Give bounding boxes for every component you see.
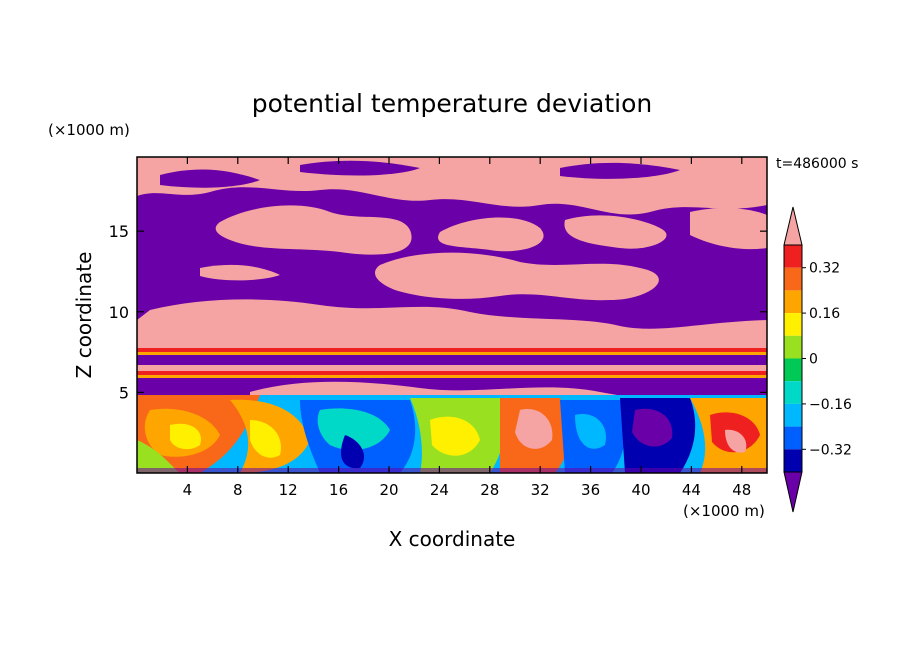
colorbar-swatch (784, 245, 802, 268)
y-axis-label: Z coordinate (72, 252, 96, 379)
colorbar: 0.32 0.16 0 −0.16 −0.32 (783, 206, 852, 513)
x-tick-label: 32 (531, 481, 550, 499)
colorbar-tick-label: −0.32 (809, 442, 852, 458)
chart-title: potential temperature deviation (252, 89, 652, 118)
colorbar-swatch (784, 290, 802, 314)
y-unit-label: (×1000 m) (48, 121, 130, 139)
x-tick-label: 20 (379, 481, 398, 499)
colorbar-extend-top (783, 206, 803, 246)
x-tick-label: 8 (233, 481, 243, 499)
colorbar-swatch (784, 267, 802, 291)
x-unit-label: (×1000 m) (683, 502, 765, 520)
x-tick-label: 28 (480, 481, 499, 499)
colorbar-swatch (784, 313, 802, 336)
x-tick-label: 16 (329, 481, 348, 499)
colorbar-swatch (784, 335, 802, 359)
colorbar-tick-label: 0.32 (809, 261, 840, 277)
colorbar-tick-label: −0.16 (809, 397, 852, 413)
x-tick-label: 12 (279, 481, 298, 499)
y-tick-label: 10 (109, 303, 129, 322)
colorbar-swatch (784, 358, 802, 382)
x-tick-label: 40 (631, 481, 650, 499)
colorbar-swatch (784, 426, 802, 450)
colorbar-tick-label: 0.16 (809, 306, 840, 322)
x-tick-label: 44 (682, 481, 701, 499)
colorbar-swatch (784, 381, 802, 404)
x-axis-label: X coordinate (389, 527, 516, 551)
colorbar-swatch (784, 449, 802, 472)
x-tick-label: 48 (732, 481, 751, 499)
heatmap-field (137, 157, 767, 473)
plot-frame (136, 156, 768, 474)
x-tick-label: 36 (581, 481, 600, 499)
colorbar-extend-bottom (783, 471, 803, 513)
x-axis: 4 8 12 16 20 24 28 32 36 40 44 48 (183, 157, 751, 499)
x-tick-label: 4 (183, 481, 193, 499)
colorbar-tick-label: 0 (809, 352, 818, 368)
time-label: t=486000 s (776, 156, 858, 172)
colorbar-swatch (784, 403, 802, 427)
x-tick-label: 24 (430, 481, 449, 499)
y-axis: 5 10 15 (109, 222, 767, 402)
y-tick-label: 5 (119, 383, 129, 402)
y-tick-label: 15 (109, 222, 129, 241)
